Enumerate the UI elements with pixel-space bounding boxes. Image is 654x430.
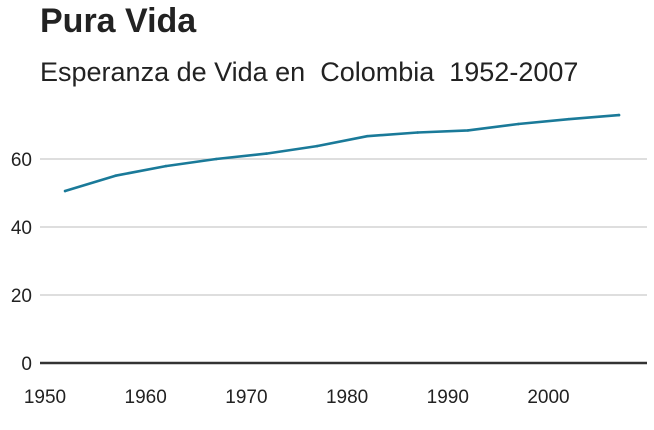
y-axis-ticks: 0 20 40 60 [11,150,32,375]
data-point [416,131,419,134]
series-layer [63,113,621,193]
series-line [63,113,621,193]
x-axis-ticks: 1950 1960 1970 1980 1990 2000 [24,387,570,408]
x-tick-label: 1950 [24,387,66,408]
y-tick-label: 0 [21,354,32,375]
data-point [466,129,470,132]
chart-title: Pura Vida [40,2,197,40]
x-tick-label: 2000 [527,387,569,408]
y-tick-label: 40 [11,218,32,239]
data-point [214,157,218,161]
data-point [567,117,570,121]
data-point [164,164,168,168]
y-tick-label: 60 [11,150,32,171]
data-point [265,152,268,155]
y-tick-label: 20 [11,286,32,307]
data-point [517,122,520,126]
x-tick-label: 1960 [125,387,167,408]
data-point [63,189,67,193]
x-tick-label: 1970 [225,387,267,408]
data-point [114,174,117,177]
x-tick-label: 1980 [326,387,368,408]
data-point [365,134,369,138]
gridlines [40,158,647,365]
data-point [617,113,621,117]
data-point [315,144,319,148]
chart-subtitle: Esperanza de Vida en Colombia 1952-2007 [40,57,579,87]
x-tick-label: 1990 [427,387,469,408]
